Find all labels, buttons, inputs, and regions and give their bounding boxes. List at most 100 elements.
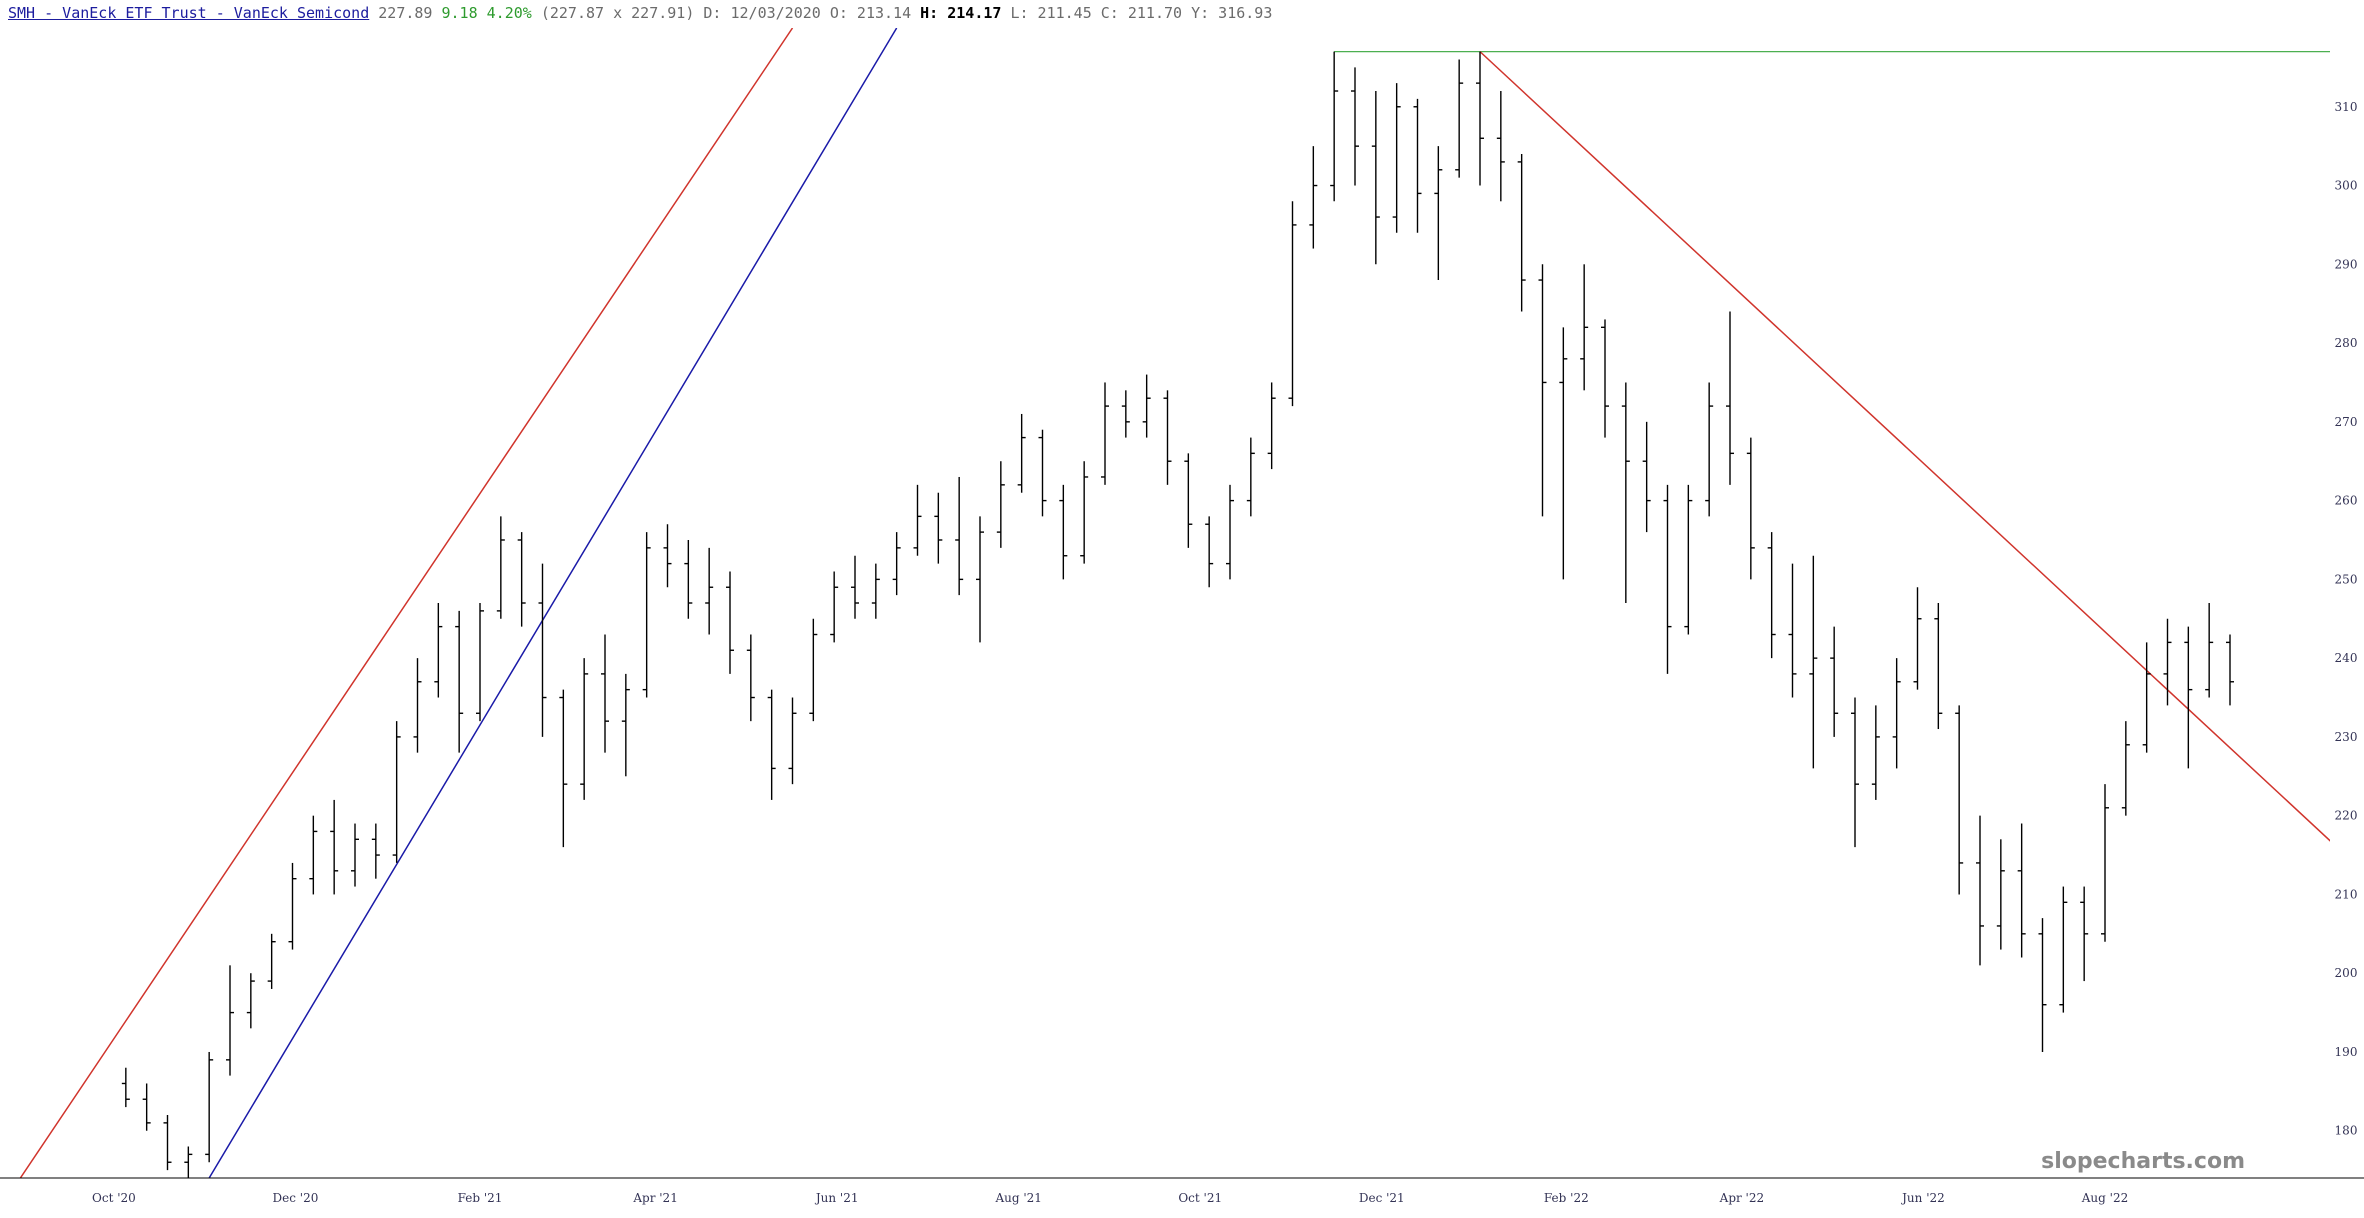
ohlc-bar: [1267, 382, 1276, 470]
ohlc-bar: [1538, 264, 1547, 517]
ohlc-bar: [767, 689, 776, 800]
ohlc-bar: [1830, 626, 1839, 737]
ohlc-bar: [1392, 83, 1401, 233]
ohlc-bar: [1496, 91, 1505, 202]
ohlc-bar: [2184, 626, 2193, 769]
ohlc-bar: [246, 973, 255, 1029]
x-tick-label: Apr '21: [632, 1191, 677, 1205]
y-tick-label: 270: [2335, 415, 2358, 429]
ohlc-bar: [496, 516, 505, 619]
ohlc-bar: [517, 532, 526, 627]
ohlc-bar: [1663, 484, 1672, 674]
ohlc-bar: [1205, 516, 1214, 588]
y-tick-label: 300: [2335, 179, 2358, 193]
ohlc-bar: [1934, 603, 1943, 730]
ohlc-bar: [1142, 374, 1151, 438]
bar-low: L: 211.45: [1010, 4, 1092, 22]
x-tick-label: Jun '21: [814, 1191, 859, 1205]
ohlc-bar: [1788, 563, 1797, 698]
y-tick-label: 280: [2335, 336, 2358, 350]
ohlc-bar: [621, 673, 630, 777]
ohlc-bar: [705, 547, 714, 635]
ohlc-bar: [1705, 382, 1714, 517]
ohlc-bar: [205, 1051, 214, 1163]
ohlc-bar: [2017, 823, 2026, 958]
ohlc-bar: [2080, 886, 2089, 982]
ohlc-bar: [1101, 382, 1109, 485]
ohlc-bar: [1371, 91, 1380, 265]
ohlc-bar: [142, 1083, 151, 1131]
quote-header: SMH - VanEck ETF Trust - VanEck Semicond…: [8, 2, 1272, 24]
y-tick-label: 220: [2335, 809, 2358, 823]
ohlc-bar: [413, 658, 422, 753]
ohlc-bar: [2121, 721, 2130, 816]
bar-open: O: 213.14: [829, 4, 912, 22]
x-tick-label: Apr '22: [1719, 1191, 1764, 1205]
ohlc-bar: [1351, 67, 1359, 186]
ohlc-bar: [1121, 390, 1130, 438]
ohlc-bar: [1580, 264, 1589, 391]
ohlc-bar: [1288, 201, 1297, 407]
ohlc-bar: [351, 823, 359, 887]
ohlc-bar: [2038, 918, 2047, 1052]
ohlc-bar: [163, 1114, 172, 1171]
ohlc-bar: [601, 634, 609, 753]
ohlc-bar: [267, 933, 276, 989]
ohlc-bar: [871, 563, 880, 619]
symbol-link[interactable]: SMH - VanEck ETF Trust - VanEck Semicond: [8, 4, 370, 22]
ohlc-bar: [309, 815, 318, 895]
x-tick-label: Feb '22: [1544, 1191, 1589, 1205]
ohlc-bar: [1767, 532, 1776, 659]
ohlc-bar: [892, 532, 901, 596]
last-price: 227.89: [378, 4, 433, 22]
ohlc-bar: [121, 1067, 130, 1108]
ohlc-bar: [1455, 59, 1464, 178]
y-tick-label: 250: [2335, 572, 2358, 586]
y-tick-label: 210: [2335, 887, 2358, 901]
ohlc-bar: [1996, 839, 2005, 950]
ohlc-bar: [2059, 886, 2068, 1013]
ohlc-bar: [684, 539, 693, 619]
ohlc-bar-layer: [121, 51, 2234, 1178]
ohlc-bar: [976, 516, 984, 643]
ohlc-bar: [371, 823, 380, 879]
ohlc-bar: [2142, 642, 2151, 753]
ohlc-bar: [2226, 634, 2234, 706]
x-tick-label: Dec '21: [1359, 1191, 1405, 1205]
bid-ask: (227.87 x 227.91): [540, 4, 695, 22]
x-tick-label: Jun '22: [1900, 1191, 1945, 1205]
ohlc-bar: [1246, 437, 1255, 517]
ohlc-bar: [1871, 705, 1880, 800]
ohlc-bar: [663, 524, 672, 588]
ohlc-bar: [1309, 146, 1318, 249]
ohlc-bar: [934, 492, 943, 564]
ohlc-bar: [1642, 421, 1651, 533]
axis-layer: Oct '20 Dec '20 Feb '21 Apr '21 Jun '21 Aug '…: [0, 100, 2364, 1205]
y-tick-label: 240: [2335, 651, 2358, 665]
ohlc-bar: [913, 484, 922, 556]
x-tick-label: Aug '21: [994, 1191, 1041, 1205]
ohlc-bar: [996, 461, 1005, 548]
ohlc-bar: [851, 555, 859, 619]
watermark: slopecharts.com: [2041, 1149, 2245, 1174]
ohlc-bar: [1601, 319, 1609, 438]
ohlc-bar: [288, 862, 297, 950]
ohlc-bar: [1017, 413, 1026, 493]
ohlc-bar: [1434, 146, 1443, 281]
ohlc-bar: [330, 799, 339, 895]
ohlc-bar: [1913, 587, 1922, 690]
x-tick-label: Oct '20: [92, 1191, 136, 1205]
ohlc-bar: [226, 965, 234, 1076]
ohlc-bar: [1726, 311, 1734, 485]
ohlc-bar: [1080, 461, 1089, 564]
ohlc-bar: [538, 563, 547, 737]
ohlc-bar: [809, 618, 818, 722]
ohlc-bar: [1559, 327, 1568, 580]
y-tick-label: 310: [2335, 100, 2358, 114]
ohlc-bar: [184, 1146, 193, 1178]
x-tick-label: Oct '21: [1178, 1191, 1222, 1205]
x-tick-label: Feb '21: [458, 1191, 503, 1205]
ohlc-bar: [1851, 697, 1859, 848]
x-tick-label: Aug '22: [2081, 1191, 2128, 1205]
